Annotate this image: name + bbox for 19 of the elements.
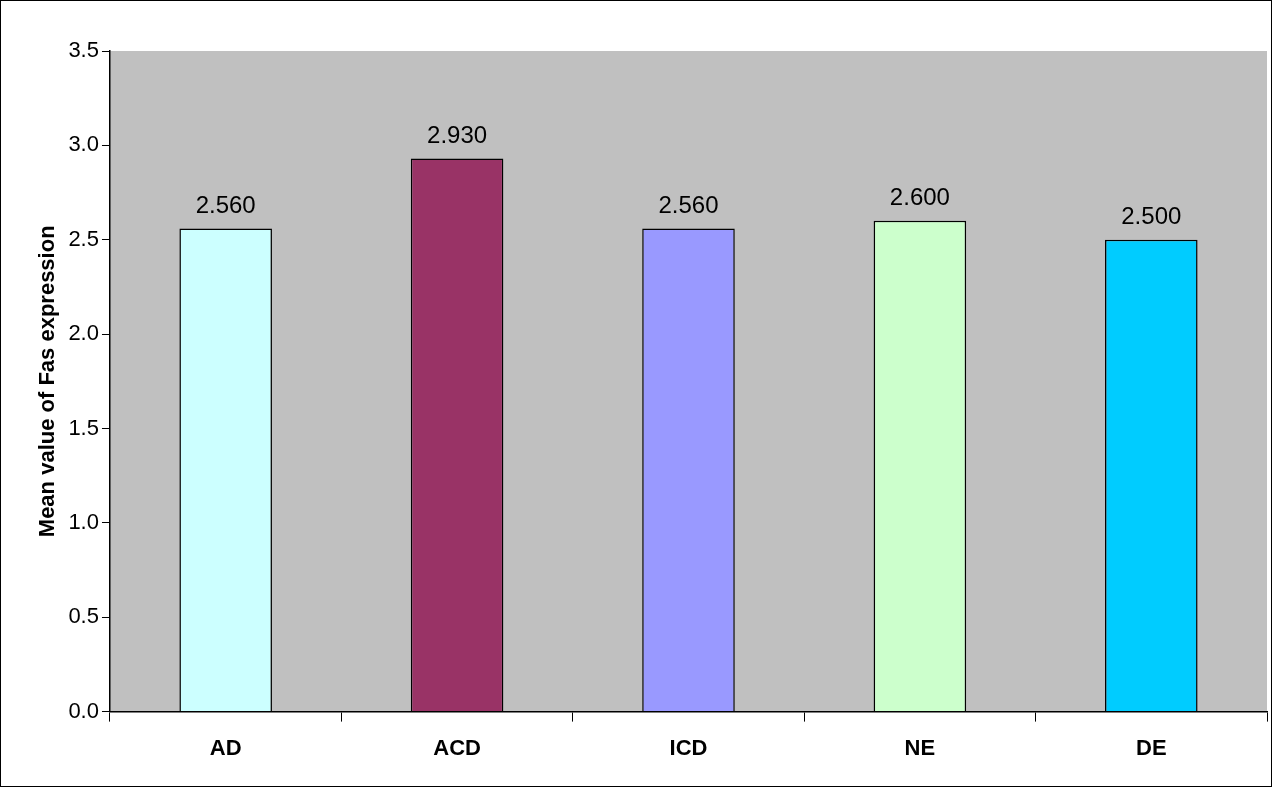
x-tick-label: AD	[209, 734, 242, 760]
y-tick-label: 0.0	[68, 697, 99, 723]
y-tick-label: 3.0	[68, 131, 99, 157]
y-tick-label: 3.5	[68, 37, 99, 63]
y-tick-label: 2.0	[68, 320, 99, 346]
y-axis-title: Mean value of Fas expression	[34, 225, 60, 538]
x-tick-label: NE	[904, 734, 936, 760]
data-label: 2.500	[1121, 202, 1182, 230]
x-tick-label: ACD	[433, 734, 481, 760]
y-tick-label: 0.5	[68, 603, 99, 629]
x-tick-label: ICD	[669, 734, 708, 760]
data-label: 2.600	[889, 183, 950, 211]
x-tick-label: DE	[1136, 734, 1167, 760]
y-tick-label: 1.0	[68, 508, 99, 534]
data-label: 2.560	[195, 191, 256, 219]
data-label: 2.560	[658, 191, 719, 219]
y-tick-label: 2.5	[68, 225, 99, 251]
data-label: 2.930	[427, 121, 488, 149]
y-tick-label: 1.5	[68, 414, 99, 440]
